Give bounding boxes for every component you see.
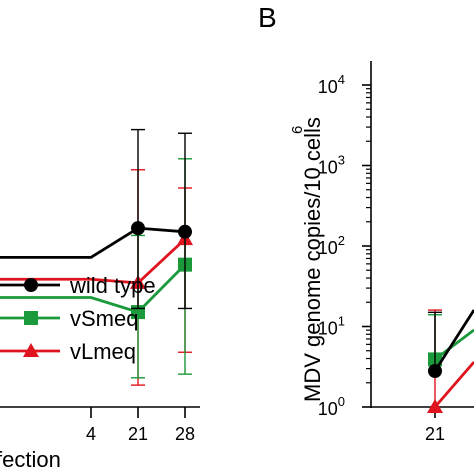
panel-a-series-wild-type xyxy=(0,128,192,310)
panel-b-series-line xyxy=(433,309,474,372)
panel-b-y-axis-label-superscript: 6 xyxy=(289,126,306,134)
legend-marker xyxy=(23,343,39,357)
legend-marker xyxy=(24,311,38,325)
panel-b-y-tick-label: 102 xyxy=(318,233,345,258)
panel-a-series-line xyxy=(0,226,186,259)
panel-b-y-tick-label: 101 xyxy=(318,314,345,339)
panel-b-y-tick-label: 100 xyxy=(318,394,345,419)
panel-b-data-point xyxy=(427,399,443,413)
panel-b-data-point xyxy=(428,364,442,379)
panel-a-x-axis-label: fection xyxy=(0,447,61,472)
legend-label: vSmeq xyxy=(70,306,138,331)
panel-b-series-line xyxy=(433,361,474,408)
panel-b-y-tick-label: 104 xyxy=(318,72,345,97)
panel-b-x-tick-label: 21 xyxy=(425,424,445,444)
panel-b-label: B xyxy=(258,2,277,33)
legend-label: wild type xyxy=(69,273,156,298)
panel-a-legend: wild type vSmeq vLmeq xyxy=(0,273,156,364)
panel-b-y-axis-label: MDV genome copies/10 cells xyxy=(300,117,325,402)
panel-a-x-tick-label: 4 xyxy=(86,424,96,444)
legend-label: vLmeq xyxy=(70,339,136,364)
panel-b-chart: B 100 101 102 103 104 21 MDV genome copies/10… xyxy=(258,2,474,444)
panel-a-x-tick-label: 28 xyxy=(175,424,195,444)
panel-a-series-line xyxy=(0,238,186,285)
panel-b-y-tick-label: 103 xyxy=(318,153,345,178)
legend-marker xyxy=(24,278,38,292)
panel-a-series-line xyxy=(0,263,186,314)
panel-a-chart: 4 21 28 wild type vSmeq vLmeq fection xyxy=(0,128,200,472)
panel-a-x-tick-label: 21 xyxy=(128,424,148,444)
panel-a-data-point xyxy=(178,224,192,239)
panel-a-data-point xyxy=(131,221,146,236)
panel-b-series-wild-type xyxy=(428,309,474,379)
